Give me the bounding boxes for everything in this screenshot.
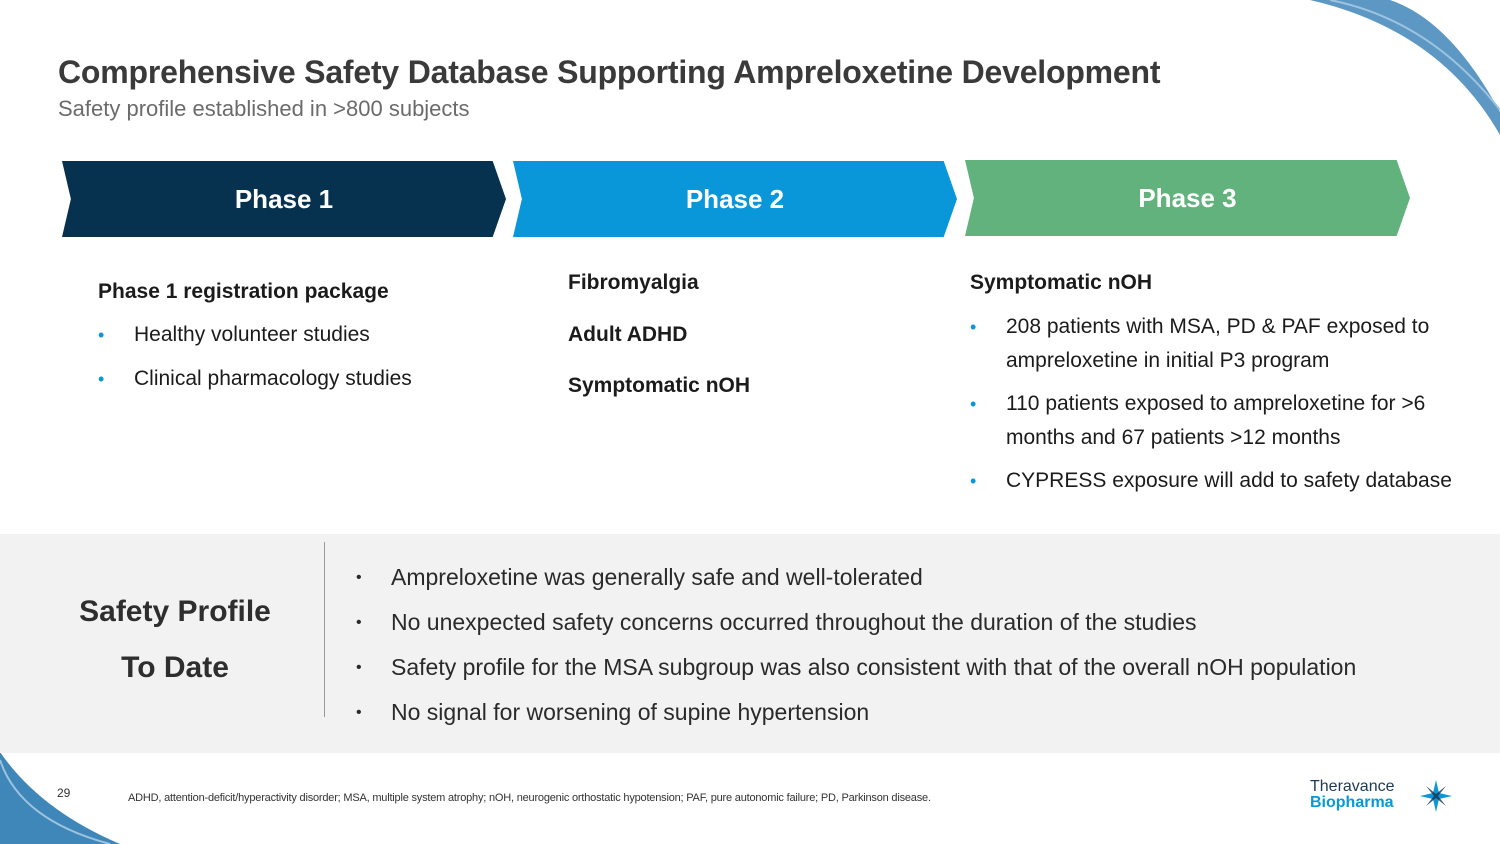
bullet-icon: • <box>356 704 362 721</box>
phase-2-item-noh: Symptomatic nOH <box>568 374 751 397</box>
bullet-icon: • <box>970 471 977 491</box>
star-logo-icon <box>1420 780 1452 812</box>
page-subtitle: Safety profile established in >800 subje… <box>58 96 470 121</box>
list-item: • Safety profile for the MSA subgroup was… <box>356 645 1356 690</box>
theravance-logo: Theravance Biopharma <box>1310 778 1460 818</box>
list-item: • Clinical pharmacology studies <box>98 362 498 396</box>
phase-1-label: Phase 1 <box>234 183 334 214</box>
safety-profile-band <box>0 534 1500 753</box>
phase-2-label: Phase 2 <box>685 183 785 214</box>
page-title: Comprehensive Safety Database Supporting… <box>58 54 1161 90</box>
list-item: • Healthy volunteer studies <box>98 318 498 352</box>
safety-profile-list: • Ampreloxetine was generally safe and we… <box>356 555 1356 735</box>
bullet-icon: • <box>356 659 362 676</box>
phase-1-banner: Phase 1 <box>62 161 506 237</box>
phase-1-heading: Phase 1 registration package <box>98 280 389 303</box>
safety-divider <box>324 542 325 717</box>
phase-3-banner: Phase 3 <box>965 160 1410 236</box>
bullet-icon: • <box>356 614 362 631</box>
bullet-icon: • <box>970 317 977 337</box>
logo-text-biopharma: Biopharma <box>1310 794 1394 811</box>
bullet-icon: • <box>970 394 977 414</box>
safety-profile-title: Safety Profile To Date <box>79 595 271 684</box>
phase-3-heading: Symptomatic nOH <box>970 271 1153 294</box>
phase-2-item-adhd: Adult ADHD <box>568 323 688 346</box>
list-item: • Ampreloxetine was generally safe and we… <box>356 555 1356 600</box>
list-item: • CYPRESS exposure will add to safety dat… <box>970 464 1470 498</box>
phase-3-label: Phase 3 <box>1138 182 1237 213</box>
bullet-icon: • <box>356 569 362 586</box>
page-number: 29 <box>57 786 71 800</box>
list-item: • No unexpected safety concerns occurred … <box>356 600 1356 645</box>
phase-2-banner: Phase 2 <box>513 161 957 237</box>
list-item: • 208 patients with MSA, PD & PAF exposed… <box>970 310 1470 378</box>
footnote: ADHD, attention-deficit/hyperactivity di… <box>128 792 931 804</box>
list-item: • 110 patients exposed to ampreloxetine f… <box>970 387 1470 455</box>
phase-2-item-fibromyalgia: Fibromyalgia <box>568 271 699 294</box>
phase-1-list: • Healthy volunteer studies • Clinical pha… <box>98 318 498 406</box>
bullet-icon: • <box>98 325 105 345</box>
bullet-icon: • <box>98 369 105 389</box>
phase-3-list: • 208 patients with MSA, PD & PAF exposed… <box>970 310 1470 507</box>
logo-text-theravance: Theravance <box>1310 778 1395 795</box>
list-item: • No signal for worsening of supine hyper… <box>356 690 1356 735</box>
